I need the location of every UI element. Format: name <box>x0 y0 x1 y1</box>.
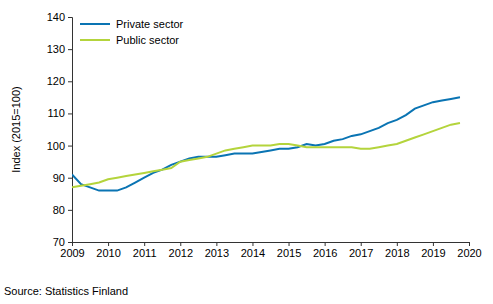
tick-mark <box>397 242 398 246</box>
tick-label: 70 <box>53 236 65 248</box>
tick: 2016 <box>313 242 337 259</box>
series-line <box>72 97 460 190</box>
y-axis: 70 80 90 100 110 120 130 140 <box>47 11 73 248</box>
tick-mark <box>68 49 72 50</box>
chart: 2009 2010 2011 2012 2013 2014 2015 2016 2017 2018… <box>0 0 493 304</box>
tick-mark <box>68 17 72 18</box>
tick: 70 <box>53 236 72 248</box>
tick-label: 2020 <box>457 247 481 259</box>
tick-label: 2018 <box>385 247 409 259</box>
tick-label: 2016 <box>313 247 337 259</box>
legend-label: Private sector <box>116 18 184 30</box>
tick-label: 2017 <box>349 247 373 259</box>
tick-mark <box>469 242 470 246</box>
legend-swatch <box>80 39 110 41</box>
tick-mark <box>433 242 434 246</box>
series-line <box>72 123 460 187</box>
legend-swatch <box>80 23 110 25</box>
tick: 2015 <box>277 242 301 259</box>
tick-label: 2011 <box>133 247 157 259</box>
tick-mark <box>180 242 181 246</box>
tick: 100 <box>47 140 72 152</box>
tick: 130 <box>47 43 72 55</box>
tick-mark <box>68 178 72 179</box>
tick-mark <box>68 81 72 82</box>
tick-label: 2010 <box>96 247 120 259</box>
legend: Private sector Public sector <box>80 18 184 46</box>
tick-label: 120 <box>47 75 65 87</box>
tick-label: 100 <box>47 140 65 152</box>
tick: 2020 <box>457 242 481 259</box>
tick: 110 <box>47 107 72 119</box>
tick-mark <box>325 242 326 246</box>
tick-mark <box>108 242 109 246</box>
tick: 140 <box>47 11 72 23</box>
tick: 2010 <box>96 242 120 259</box>
axis-line <box>73 243 470 247</box>
tick-label: 2014 <box>241 247 265 259</box>
tick-label: 2009 <box>60 247 84 259</box>
tick-label: 110 <box>47 107 65 119</box>
axis-line <box>68 18 73 243</box>
tick-mark <box>216 242 217 246</box>
tick: 120 <box>47 75 72 87</box>
tick-mark <box>68 113 72 114</box>
tick-label: 80 <box>53 204 65 216</box>
tick-label: 2019 <box>421 247 445 259</box>
x-axis: 2009 2010 2011 2012 2013 2014 2015 2016 2017 2018… <box>60 242 481 259</box>
tick-mark <box>68 210 72 211</box>
tick: 2018 <box>385 242 409 259</box>
tick: 90 <box>53 172 72 184</box>
tick-mark <box>252 242 253 246</box>
legend-label: Public sector <box>116 34 179 46</box>
tick-mark <box>68 242 72 243</box>
tick-label: 2015 <box>277 247 301 259</box>
tick-mark <box>68 146 72 147</box>
tick: 2017 <box>349 242 373 259</box>
y-axis-title: Index (2015=100) <box>10 86 22 173</box>
source-note: Source: Statistics Finland <box>4 285 128 297</box>
tick-label: 2012 <box>169 247 193 259</box>
tick-mark <box>289 242 290 246</box>
tick: 2011 <box>133 242 157 259</box>
tick: 2013 <box>205 242 229 259</box>
tick-label: 2013 <box>205 247 229 259</box>
tick-label: 130 <box>47 43 65 55</box>
tick: 80 <box>53 204 72 216</box>
tick-label: 90 <box>53 172 65 184</box>
tick: 2014 <box>241 242 265 259</box>
tick: 2012 <box>169 242 193 259</box>
tick-label: 140 <box>47 11 65 23</box>
plot-area <box>72 97 460 190</box>
tick: 2019 <box>421 242 445 259</box>
tick-mark <box>144 242 145 246</box>
tick-mark <box>361 242 362 246</box>
